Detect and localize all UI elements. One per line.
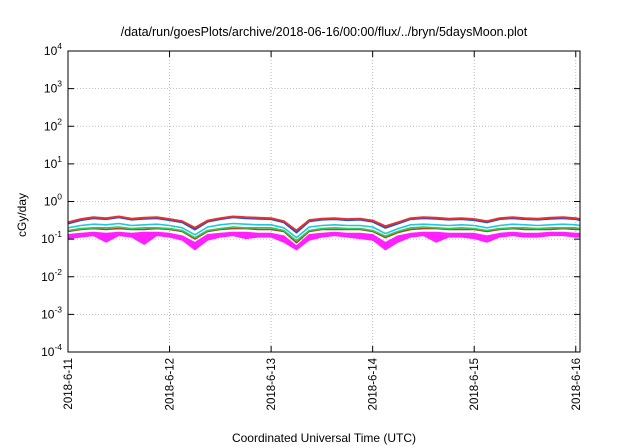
y-axis: 10-4 10-3 10-2 10-1 100 101 102 103 104 xyxy=(41,41,580,359)
x-tick-label: 2018-6-15 xyxy=(469,358,481,410)
series-line xyxy=(67,231,580,247)
band-area xyxy=(68,232,580,251)
y-tick-label: 101 xyxy=(44,154,62,171)
y-tick-label: 100 xyxy=(44,192,62,209)
y-tick-label: 104 xyxy=(44,41,62,58)
x-axis-label: Coordinated Universal Time (UTC) xyxy=(232,431,416,445)
x-axis: 2018-6-11 2018-6-12 2018-6-13 2018-6-14 2018… xyxy=(63,51,583,410)
chart-title: /data/run/goesPlots/archive/2018-06-16/0… xyxy=(121,25,528,39)
series-line xyxy=(67,222,581,239)
grid xyxy=(67,51,580,352)
x-tick-label: 2018-6-16 xyxy=(571,358,583,410)
x-tick-label: 2018-6-13 xyxy=(266,358,278,410)
y-tick-label: 10-2 xyxy=(41,267,62,284)
series-layer xyxy=(67,215,581,247)
y-tick-label: 102 xyxy=(44,116,62,133)
series-line xyxy=(67,215,581,232)
x-tick-label: 2018-6-11 xyxy=(63,358,75,410)
x-tick-label: 2018-6-14 xyxy=(368,357,380,410)
y-tick-label: 10-1 xyxy=(41,229,62,246)
series-line xyxy=(67,227,580,244)
x-tick-label: 2018-6-12 xyxy=(165,358,177,410)
y-tick-label: 10-4 xyxy=(41,342,62,359)
band-layer xyxy=(68,232,580,251)
y-tick-label: 10-3 xyxy=(41,304,62,321)
y-axis-label: cGy/day xyxy=(15,193,29,237)
series-line xyxy=(67,226,581,242)
y-tick-label: 103 xyxy=(44,79,62,96)
